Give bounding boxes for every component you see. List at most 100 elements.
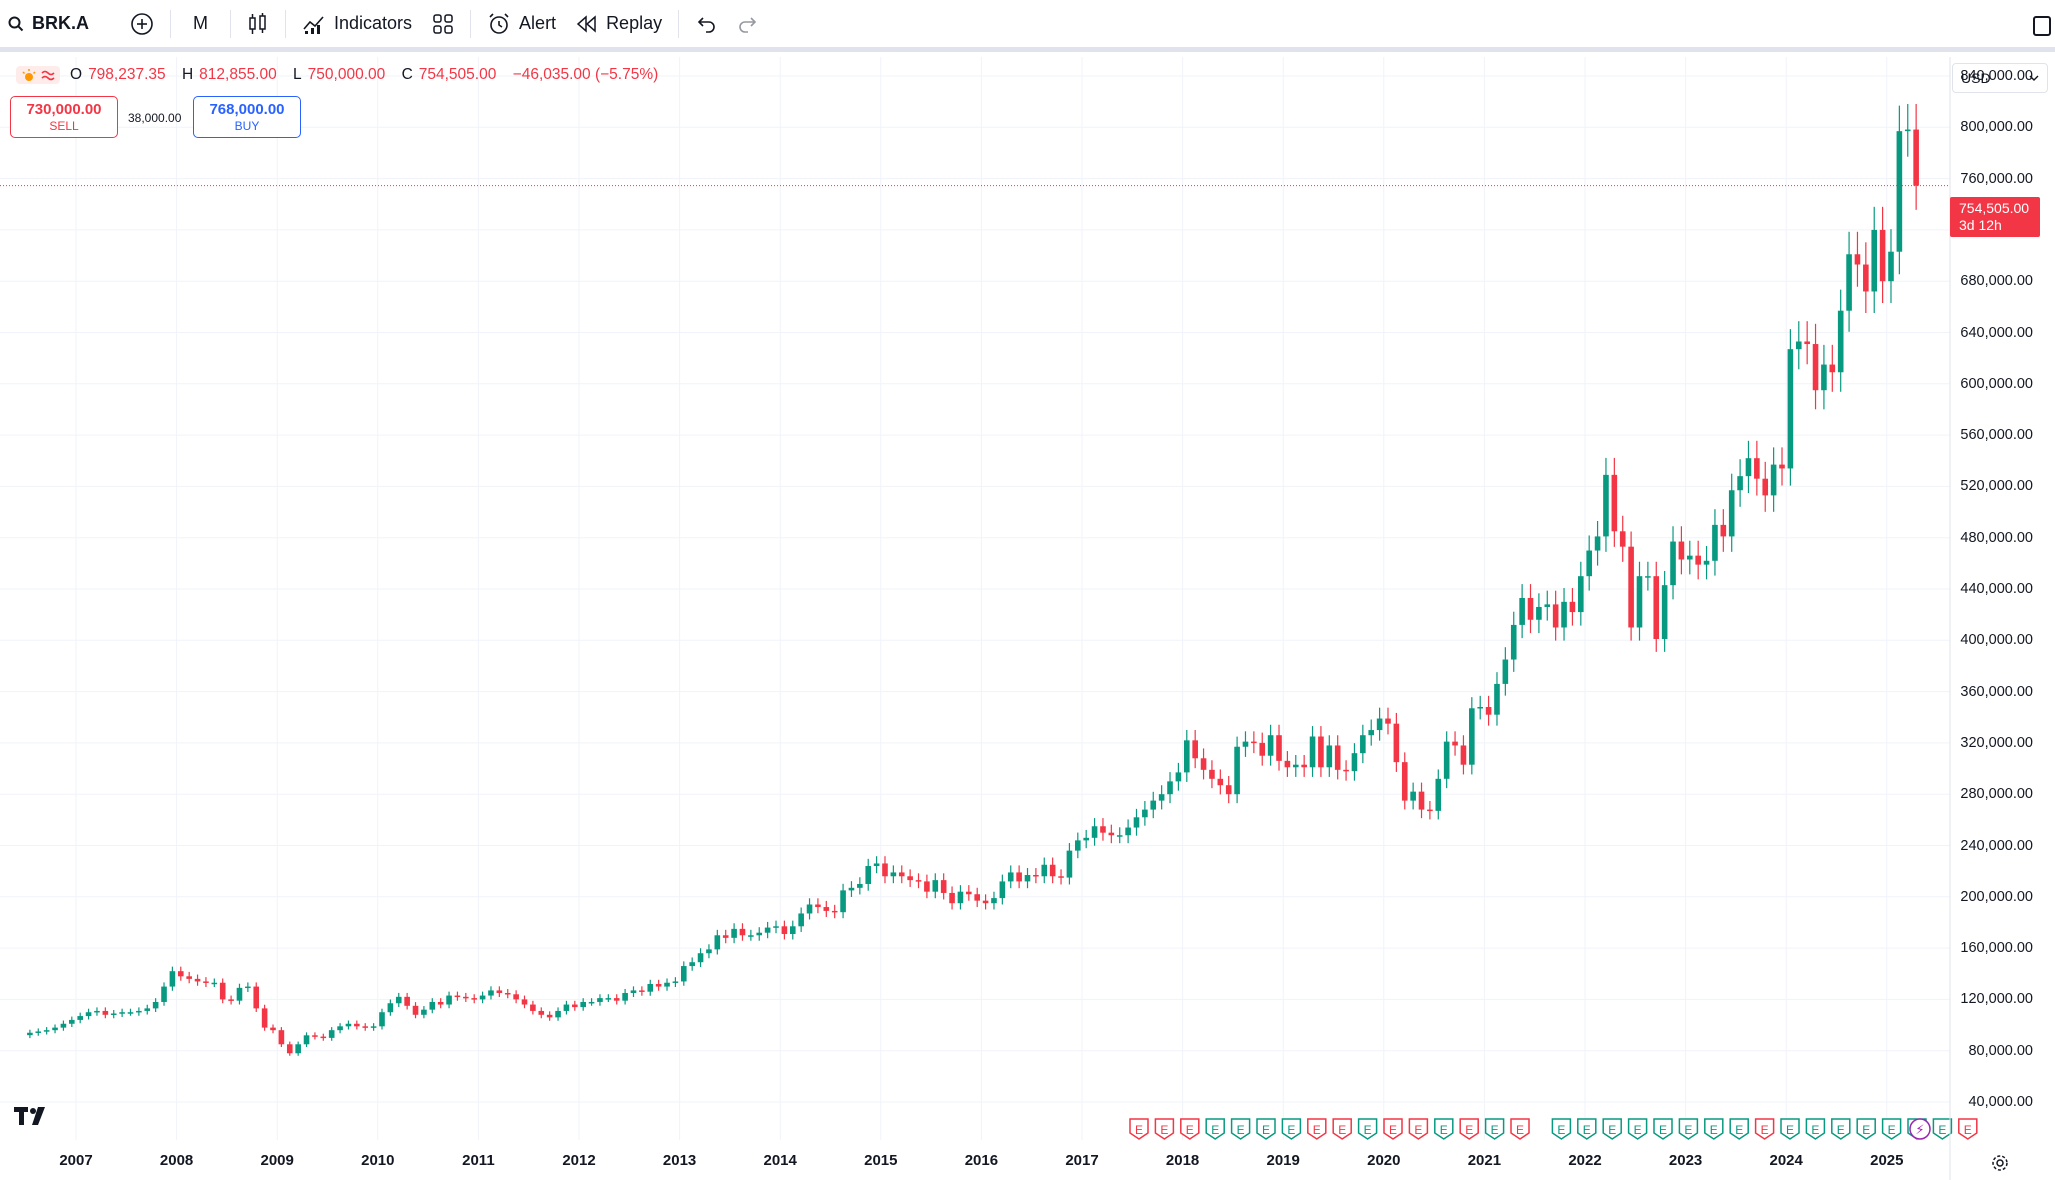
candle-body	[504, 992, 511, 995]
price-axis-label: 200,000.00	[1960, 888, 2033, 905]
add-circle-icon	[131, 12, 153, 35]
price-axis-label: 120,000.00	[1960, 991, 2033, 1008]
candle-body	[1770, 464, 1777, 496]
candle-body	[303, 1035, 310, 1045]
earnings-marker-letter: E	[1735, 1123, 1743, 1137]
buy-button[interactable]: 768,000.00 BUY	[193, 96, 301, 138]
earnings-marker	[1678, 1118, 1699, 1140]
currency-select[interactable]: USD	[1952, 63, 2048, 93]
earnings-marker	[1577, 1118, 1597, 1140]
low-key: L	[293, 66, 302, 83]
compare-button[interactable]	[120, 4, 164, 44]
market-status-badge[interactable]	[16, 66, 60, 84]
candle-body	[798, 913, 804, 927]
candle-body	[999, 881, 1006, 899]
undo-button[interactable]	[685, 4, 727, 44]
candle-body	[295, 1044, 301, 1054]
chevron-down-icon	[2029, 75, 2039, 81]
candle-body	[412, 1005, 419, 1015]
earnings-marker	[1856, 1118, 1876, 1140]
indicators-button[interactable]: Indicators	[292, 4, 422, 44]
layouts-button[interactable]	[422, 4, 464, 44]
buy-label: BUY	[234, 119, 260, 133]
candle-body	[538, 1010, 545, 1015]
candle-body	[1888, 251, 1894, 282]
candle-body	[1737, 476, 1743, 491]
candle-body	[1066, 850, 1073, 878]
replay-label: Replay	[606, 13, 663, 33]
candle-body	[186, 976, 192, 979]
earnings-markers[interactable]: EEEEEEEEEEEEEEEEEEEEEEEEEEEEEEEEE⚡	[1129, 1118, 1978, 1140]
candle-body	[320, 1036, 327, 1039]
currency-label: USD	[1961, 70, 1991, 86]
candle-body	[1762, 478, 1769, 496]
earnings-marker	[1484, 1118, 1505, 1140]
candle-body	[806, 904, 813, 914]
price-axis-label: 80,000.00	[1968, 1042, 2033, 1059]
alert-button[interactable]: Alert	[477, 4, 566, 44]
candle-body	[370, 1026, 377, 1028]
candle-body	[655, 984, 662, 987]
candle-body	[1200, 758, 1207, 770]
candle-body	[1586, 550, 1592, 577]
replay-button[interactable]: Replay	[566, 4, 672, 44]
symbol-search-button[interactable]: BRK.A	[0, 4, 120, 44]
sell-button[interactable]: 730,000.00 SELL	[10, 96, 118, 138]
candle-body	[85, 1012, 92, 1017]
candle-body	[1821, 364, 1827, 391]
gear-icon[interactable]	[1990, 1153, 2010, 1173]
candle-body	[563, 1004, 570, 1011]
candle-body	[127, 1012, 134, 1014]
candle-body	[697, 953, 704, 963]
candle-body	[521, 999, 528, 1005]
candle-body	[1385, 718, 1391, 724]
time-axis-label: 2017	[1065, 1152, 1099, 1169]
price-axis-label: 40,000.00	[1968, 1094, 2033, 1110]
earnings-marker	[1704, 1118, 1724, 1140]
earnings-marker-letter: E	[1583, 1123, 1591, 1137]
interval-label: M	[193, 13, 208, 33]
sun-icon	[22, 69, 36, 81]
candle-body	[873, 863, 880, 867]
candle-body	[630, 990, 637, 993]
time-axis-label: 2008	[159, 1152, 194, 1169]
candle-body	[848, 887, 855, 891]
candle-body	[840, 890, 846, 913]
fullscreen-button[interactable]	[2033, 16, 2051, 36]
earnings-marker-letter: E	[1964, 1123, 1972, 1137]
candle-body	[161, 986, 167, 1002]
candle-body	[1653, 576, 1660, 640]
toolbar-divider	[470, 9, 472, 38]
candle-body	[203, 981, 209, 983]
redo-button[interactable]	[727, 4, 769, 44]
ohlc-legend: O 798,237.35 H 812,855.00 L 750,000.00 C 754…	[16, 66, 664, 84]
candle-body	[52, 1027, 58, 1031]
interval-button[interactable]: M	[177, 4, 224, 44]
earnings-marker	[1510, 1118, 1530, 1140]
candle-body	[605, 998, 612, 1000]
toolbar-divider	[285, 9, 286, 38]
indicators-label: Indicators	[334, 13, 413, 33]
current-price-tag: 754,505.00 3d 12h	[1950, 197, 2040, 237]
candle-body	[1695, 555, 1701, 565]
candle-body	[362, 1026, 369, 1028]
candle-body	[1896, 131, 1903, 252]
earnings-marker	[1881, 1118, 1902, 1140]
earnings-marker-letter: E	[1608, 1123, 1616, 1137]
candle-body	[1745, 458, 1752, 477]
candle-body	[1410, 791, 1416, 801]
time-axis-label: 2016	[964, 1152, 999, 1169]
price-axis-label: 480,000.00	[1960, 529, 2033, 546]
earnings-marker-letter: E	[1414, 1123, 1422, 1137]
candle-body	[513, 994, 519, 1000]
candle-body	[672, 981, 679, 983]
candle-body	[1049, 864, 1056, 877]
chart-type-button[interactable]	[237, 4, 279, 44]
sell-label: SELL	[49, 119, 79, 133]
candle-body	[1829, 364, 1836, 373]
tradingview-logo[interactable]	[14, 1105, 54, 1127]
time-axis-label: 2012	[562, 1152, 596, 1169]
candle-body	[1334, 745, 1341, 770]
candle-body	[1720, 524, 1727, 537]
